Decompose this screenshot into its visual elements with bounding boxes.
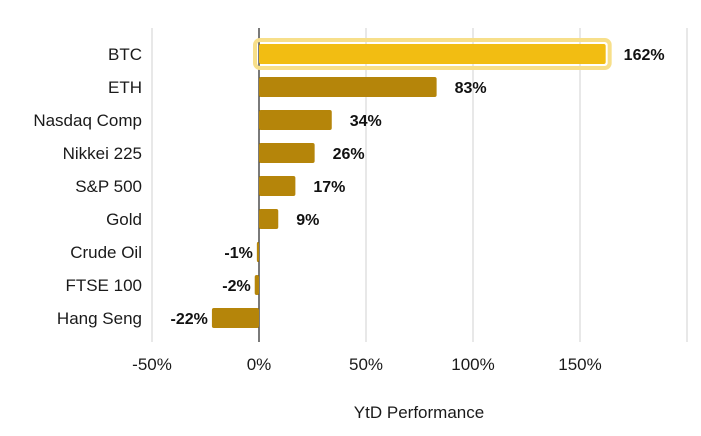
x-tick-label: 50%: [349, 355, 383, 374]
bar: [211, 308, 259, 328]
value-label: 26%: [333, 146, 365, 163]
category-labels: BTC ETH Nasdaq Comp Nikkei 225 S&P 500 Gold Cr…: [33, 45, 142, 328]
bar: [259, 110, 332, 130]
bar: [259, 176, 296, 196]
category-label: Hang Seng: [57, 309, 142, 328]
category-label: Nikkei 225: [63, 144, 142, 163]
bar: [256, 242, 259, 262]
category-label: Gold: [106, 210, 142, 229]
x-tick-label: 100%: [451, 355, 494, 374]
bars: [211, 38, 612, 328]
category-label: Nasdaq Comp: [33, 111, 142, 130]
category-label: S&P 500: [75, 177, 142, 196]
category-label: FTSE 100: [65, 276, 142, 295]
value-label: -2%: [222, 278, 250, 295]
category-label: ETH: [108, 78, 142, 97]
x-tick-labels: -50% 0% 50% 100% 150%: [132, 355, 602, 374]
bar: [259, 209, 279, 229]
x-tick-label: 0%: [247, 355, 272, 374]
category-label: Crude Oil: [70, 243, 142, 262]
value-label: 162%: [624, 47, 665, 64]
value-label: -1%: [224, 245, 252, 262]
value-label: -22%: [171, 311, 208, 328]
category-label: BTC: [108, 45, 142, 64]
bar: [259, 44, 606, 64]
value-label: 34%: [350, 113, 382, 130]
x-axis-title: YtD Performance: [354, 403, 484, 422]
bar: [254, 275, 259, 295]
x-tick-label: -50%: [132, 355, 172, 374]
value-label: 17%: [313, 179, 345, 196]
bar: [259, 143, 315, 163]
value-labels: 162% 83% 34% 26% 17% 9% -1% -2% -22%: [171, 47, 665, 328]
value-label: 83%: [455, 80, 487, 97]
x-tick-label: 150%: [558, 355, 601, 374]
value-label: 9%: [296, 212, 319, 229]
highlight-glow: [253, 38, 612, 70]
bar: [259, 77, 437, 97]
